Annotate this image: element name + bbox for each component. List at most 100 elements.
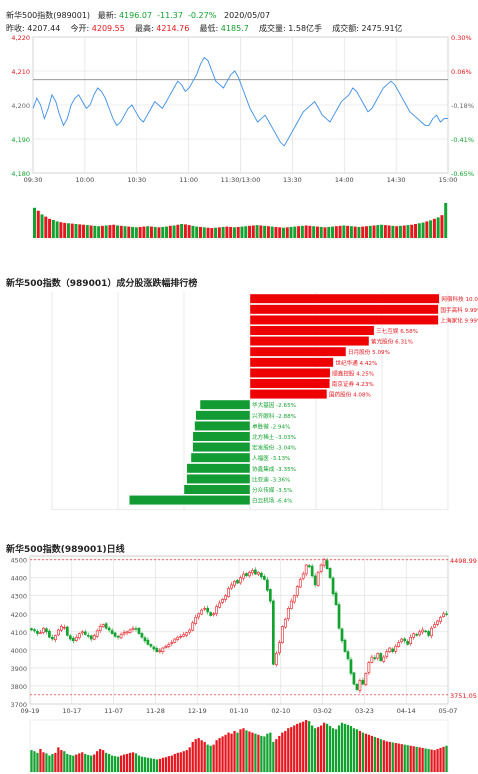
ranking-bar-label: 兴齐眼科 -2.88% xyxy=(252,412,296,420)
ranking-bar xyxy=(195,410,251,421)
volume-bar xyxy=(217,227,221,238)
kline-candle xyxy=(274,653,278,666)
kline-candle xyxy=(298,579,302,588)
volume-bar xyxy=(146,226,150,238)
kline-section: 新华500指数(989001)日线 3700 3800 3900 4000 4100 42… xyxy=(0,536,478,774)
kline-candle xyxy=(194,617,198,624)
kline-volume-bar xyxy=(370,735,373,772)
volume-bar xyxy=(78,224,82,238)
kline-candle xyxy=(116,636,120,638)
kline-candle xyxy=(83,631,87,635)
kline-volume-bar xyxy=(134,753,138,772)
kline-volume-bar xyxy=(197,738,200,772)
kline-volume-bar xyxy=(39,749,42,772)
kline-volume-bar xyxy=(325,723,329,772)
kline-candle xyxy=(227,588,230,597)
intraday-section: 新华500指数(989001) 最新: 4196.07 -11.37 -0.27… xyxy=(0,0,478,240)
kline-volume-bar xyxy=(93,754,96,772)
kline-volume-bar xyxy=(36,752,39,772)
kline-candle xyxy=(328,567,332,578)
kline-candle xyxy=(137,627,141,634)
kline-candle xyxy=(185,632,189,636)
volume-bar xyxy=(183,224,187,238)
kline-volume-bar xyxy=(60,750,63,772)
ranking-bar xyxy=(129,495,251,505)
volume-bar xyxy=(229,226,233,238)
ranking-bar-label: 比亚迪 -3.36% xyxy=(252,475,290,483)
ranking-bar-label: 三七互娱 6.58% xyxy=(376,327,418,335)
volume-bar xyxy=(187,225,191,238)
kline-volume-bar xyxy=(352,728,356,772)
ranking-bar-label: 紫光股份 6.31% xyxy=(371,338,413,346)
latest-value: 4196.07 xyxy=(118,11,153,20)
ranking-bar xyxy=(249,293,440,304)
kline-volume-bar xyxy=(364,733,368,772)
kline-volume-bar xyxy=(248,731,251,772)
low-value: 4185.7 xyxy=(220,24,249,33)
kline-candle xyxy=(98,626,102,631)
volume-bar xyxy=(395,226,399,238)
kline-candle xyxy=(421,629,424,633)
kline-candle xyxy=(391,648,395,652)
kline-volume-bar xyxy=(107,753,111,772)
volume-bar xyxy=(142,226,146,238)
kline-volume-bar xyxy=(308,721,311,772)
ranking-bar-label: 卓胜微 -2.94% xyxy=(252,422,290,430)
ranking-bar xyxy=(183,484,251,495)
kline-candle xyxy=(406,641,410,645)
kline-candle xyxy=(295,586,299,596)
ranking-bar xyxy=(249,367,331,378)
volume-bar xyxy=(221,226,225,238)
kline-volume-bar xyxy=(391,742,394,772)
kline-candle xyxy=(445,613,448,615)
kline-candle xyxy=(254,569,257,575)
kline-candle xyxy=(433,624,436,628)
kline-volume-bar xyxy=(188,747,191,772)
kline-candle xyxy=(65,626,69,636)
kline-candle xyxy=(197,613,201,618)
kline-candle xyxy=(146,639,150,645)
kline-volume-bar xyxy=(433,750,436,772)
volume-bar xyxy=(432,218,436,238)
kline-candle xyxy=(140,633,144,638)
kline-candle xyxy=(409,636,413,645)
kline-volume-bar xyxy=(206,744,209,772)
kline-volume-bar xyxy=(185,750,188,772)
kline-candle xyxy=(48,630,51,638)
ranking-chart: 网宿科技 10.04% 国手高科 9.99% 上海家化 9.99% 三七互娱 6.58… xyxy=(51,292,478,510)
volume-bar xyxy=(319,226,323,238)
kline-candle xyxy=(361,679,365,685)
volume-bar xyxy=(297,226,301,238)
kline-candle xyxy=(355,684,359,690)
volume-bar xyxy=(123,226,127,238)
kline-volume-bar xyxy=(436,749,439,772)
volume-bar xyxy=(127,226,131,238)
kline-volume-bar xyxy=(96,751,99,772)
kline-x-tick: 11-28 xyxy=(146,707,165,715)
volume-bar xyxy=(293,226,297,238)
kline-volume-bar xyxy=(215,740,218,772)
volume-bar xyxy=(380,224,384,238)
ranking-bar xyxy=(249,346,347,357)
volume-bar xyxy=(248,225,252,238)
intraday-pct-tick: 0.06% xyxy=(451,68,472,76)
intraday-x-tick: 15:00 xyxy=(439,176,458,184)
kline-volume-bar xyxy=(266,733,269,772)
kline-candle xyxy=(149,644,153,647)
volume-bar xyxy=(255,225,259,238)
ranking-bar-label: 华大基因 -2.65% xyxy=(252,401,296,409)
open-label: 今开: xyxy=(70,24,90,33)
kline-candle xyxy=(51,636,54,640)
intraday-y-tick: 4,210 xyxy=(11,68,30,76)
ranking-bar-label: 顺鑫控股 4.25% xyxy=(332,369,374,377)
volume-bar xyxy=(376,225,380,238)
kline-x-tick: 04-14 xyxy=(397,707,416,715)
kline-volume-bar xyxy=(236,732,239,772)
kline-y-tick: 4300 xyxy=(10,593,27,601)
volume-bar xyxy=(368,225,372,238)
kline-volume-bar xyxy=(173,753,176,772)
volume-bar xyxy=(398,225,402,238)
volume-bar xyxy=(240,226,244,238)
kline-volume-bar xyxy=(260,735,263,772)
kline-volume-bar xyxy=(421,747,424,772)
